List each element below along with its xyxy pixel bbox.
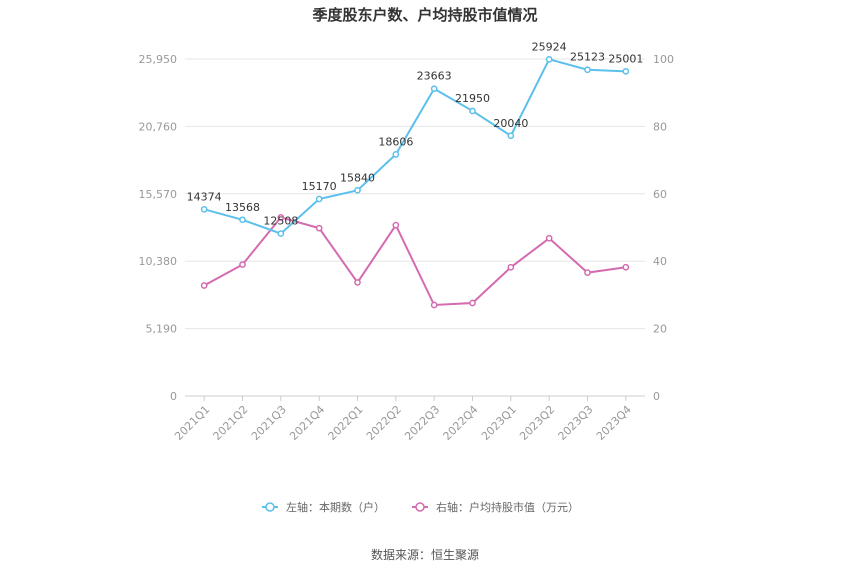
- x-tick-label: 2022Q2: [364, 403, 404, 443]
- data-point[interactable]: [584, 66, 591, 74]
- data-point[interactable]: [469, 107, 476, 115]
- data-point[interactable]: [430, 301, 438, 309]
- data-label: 23663: [417, 70, 452, 83]
- chart-title: 季度股东户数、户均持股市值情况: [312, 6, 537, 24]
- x-tick-label: 2021Q4: [287, 403, 327, 443]
- data-point[interactable]: [315, 224, 323, 232]
- x-tick-label: 2021Q2: [211, 403, 251, 443]
- data-label: 25001: [608, 52, 643, 65]
- data-point[interactable]: [545, 234, 553, 242]
- right-tick-label: 40: [653, 255, 667, 268]
- left-tick-label: 20,760: [139, 120, 178, 133]
- data-label: 15170: [302, 180, 337, 193]
- data-label: 20040: [493, 117, 528, 130]
- right-tick-label: 100: [653, 53, 674, 66]
- right-axis-ticks: 0 20 40 60 80 100: [653, 53, 674, 403]
- x-tick-label: 2022Q4: [441, 403, 481, 443]
- legend-item-2[interactable]: 右轴：户均持股市值（万元）: [412, 500, 579, 514]
- data-point[interactable]: [469, 299, 476, 307]
- series-line: [203, 216, 626, 307]
- data-point[interactable]: [584, 269, 591, 277]
- x-tick-label: 2021Q3: [249, 403, 289, 443]
- right-tick-label: 60: [653, 188, 667, 201]
- x-tick-label: 2022Q3: [402, 403, 442, 443]
- data-point[interactable]: [507, 132, 515, 140]
- data-point[interactable]: [354, 279, 361, 286]
- x-tick-label: 2022Q1: [326, 403, 366, 443]
- data-point[interactable]: [239, 216, 246, 224]
- left-tick-label: 10,380: [139, 255, 178, 268]
- series-2: [200, 214, 630, 309]
- data-point[interactable]: [354, 186, 361, 194]
- data-point[interactable]: [622, 67, 630, 75]
- left-tick-label: 0: [170, 390, 177, 403]
- source-note: 数据来源：恒生聚源: [371, 547, 479, 562]
- data-label: 21950: [455, 92, 490, 105]
- data-label: 25123: [570, 51, 605, 64]
- x-tick-label: 2023Q3: [556, 403, 596, 443]
- data-point[interactable]: [200, 282, 208, 289]
- left-tick-label: 25,950: [139, 53, 178, 66]
- right-tick-label: 80: [653, 120, 667, 133]
- legend-item-1[interactable]: 左轴：本期数（户）: [262, 500, 385, 514]
- series-line: [203, 58, 626, 235]
- x-tick-label: 2023Q4: [594, 403, 634, 443]
- data-label: 14374: [187, 190, 222, 203]
- data-point[interactable]: [622, 263, 630, 271]
- data-label: 13568: [225, 201, 260, 214]
- x-tick-label: 2021Q1: [172, 403, 212, 443]
- data-point[interactable]: [392, 151, 400, 158]
- legend-label: 右轴：户均持股市值（万元）: [436, 500, 579, 514]
- x-axis-ticks: 2021Q12021Q22021Q32021Q42022Q12022Q22022…: [172, 396, 634, 443]
- data-label: 12508: [263, 215, 298, 228]
- legend-label: 左轴：本期数（户）: [286, 500, 385, 514]
- legend[interactable]: 左轴：本期数（户） 右轴：户均持股市值（万元）: [262, 500, 579, 514]
- left-tick-label: 15,570: [139, 188, 178, 201]
- data-point[interactable]: [430, 85, 438, 93]
- right-tick-label: 0: [653, 390, 660, 403]
- grid-lines: [185, 58, 645, 397]
- x-tick-label: 2023Q1: [479, 403, 519, 443]
- data-point[interactable]: [545, 55, 553, 63]
- left-tick-label: 5,190: [146, 323, 178, 336]
- left-axis-ticks: 0 5,190 10,380 15,570 20,760 25,950: [139, 53, 178, 403]
- data-point[interactable]: [200, 205, 208, 213]
- x-tick-label: 2023Q2: [517, 403, 557, 443]
- data-point[interactable]: [277, 230, 285, 237]
- data-point[interactable]: [277, 214, 285, 221]
- data-point[interactable]: [315, 195, 323, 203]
- legend-swatch-marker: [265, 502, 275, 512]
- data-point[interactable]: [239, 261, 246, 268]
- data-label: 25924: [532, 40, 567, 53]
- data-point[interactable]: [392, 221, 400, 229]
- right-tick-label: 20: [653, 323, 667, 336]
- data-label: 18606: [378, 135, 413, 148]
- legend-swatch-marker: [415, 502, 425, 512]
- data-point[interactable]: [507, 263, 515, 271]
- data-label: 15840: [340, 171, 375, 184]
